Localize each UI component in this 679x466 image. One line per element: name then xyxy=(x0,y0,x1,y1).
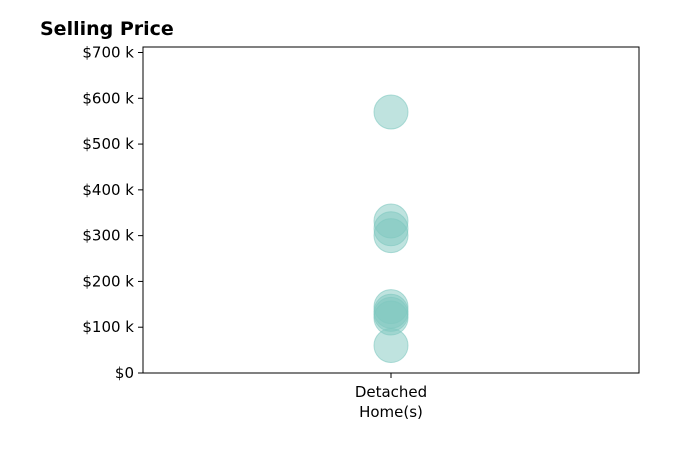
y-tick-label: $600 k xyxy=(82,89,134,107)
x-tick-label: Detached Home(s) xyxy=(355,383,427,421)
data-point xyxy=(373,94,409,130)
y-tick-label: $400 k xyxy=(82,181,134,199)
data-point xyxy=(373,218,409,254)
y-tick-label: $700 k xyxy=(82,43,134,61)
y-tick-label: $200 k xyxy=(82,272,134,290)
y-tick-label: $100 k xyxy=(82,318,134,336)
x-axis: Detached Home(s) xyxy=(355,373,427,421)
y-tick-label: $0 xyxy=(115,364,134,382)
data-point xyxy=(373,328,409,364)
y-axis: $0 $100 k $200 k $300 k $400 k $500 k $600 k $7… xyxy=(82,43,143,382)
data-points xyxy=(373,94,409,364)
y-tick-label: $300 k xyxy=(82,227,134,245)
chart-title: Selling Price xyxy=(40,18,174,40)
y-tick-label: $500 k xyxy=(82,135,134,153)
